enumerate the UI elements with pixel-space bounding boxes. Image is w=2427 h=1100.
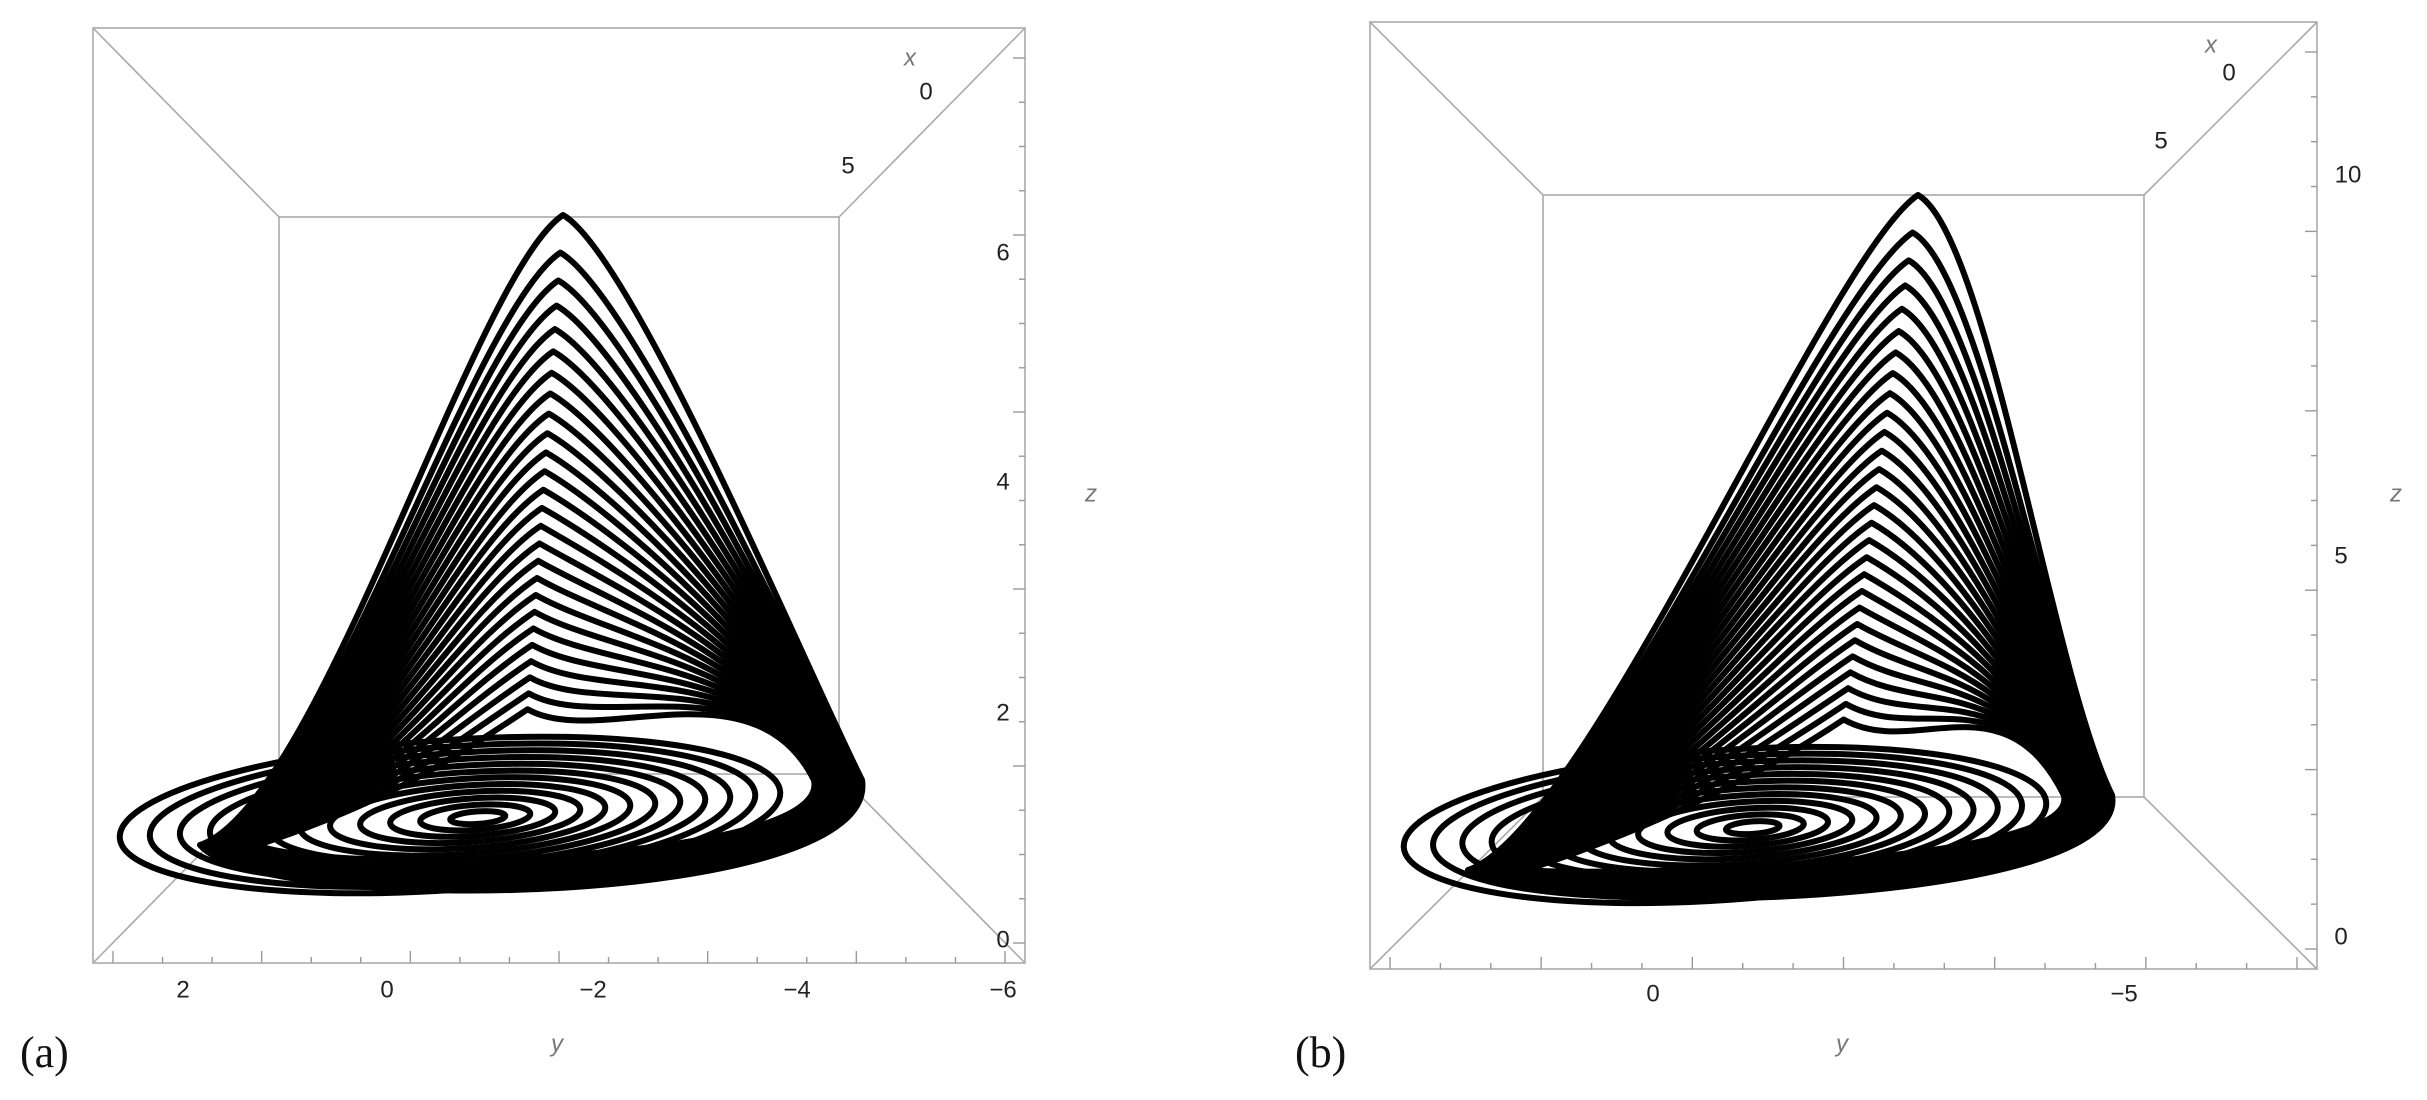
trajectory-loop xyxy=(146,740,759,891)
trajectory-loop xyxy=(206,753,709,878)
y-axis-title: y xyxy=(549,1030,565,1057)
trajectory-loop xyxy=(417,801,534,834)
trajectory-loop xyxy=(447,808,509,828)
trajectory-loop xyxy=(1635,797,1856,856)
trajectory-loop xyxy=(297,774,634,859)
trajectory-loop xyxy=(116,733,784,897)
z-axis-title: z xyxy=(2389,480,2402,507)
x-tick-label: 0 xyxy=(919,78,932,105)
trajectory-loop xyxy=(1576,784,1904,869)
trajectory-loop xyxy=(327,781,609,853)
trajectory-loop xyxy=(1605,791,1880,863)
y-tick-label: −5 xyxy=(2110,980,2137,1007)
trajectory-loop xyxy=(1693,811,1807,844)
y-tick-label: −6 xyxy=(989,976,1016,1003)
x-axis-title: x xyxy=(903,44,917,71)
z-tick-label: 10 xyxy=(2335,161,2362,188)
y-tick-label: −4 xyxy=(783,976,810,1003)
trajectory-loop xyxy=(1517,770,1953,882)
y-tick-label: 2 xyxy=(176,976,189,1003)
z-tick-label: 0 xyxy=(2334,923,2347,950)
z-axis-title: z xyxy=(1084,480,1097,507)
trajectory-loop xyxy=(357,787,584,847)
trajectory-loop xyxy=(1722,818,1783,838)
box-edge xyxy=(838,27,1026,218)
x-tick-label: 5 xyxy=(2154,127,2167,154)
box-edge xyxy=(92,27,280,218)
trajectory-loop xyxy=(266,767,659,865)
panel-label: (a) xyxy=(20,1028,69,1077)
trajectory-loop xyxy=(1664,804,1832,850)
box-edge xyxy=(838,773,1026,964)
box-edge xyxy=(2143,21,2318,196)
z-tick-label: 6 xyxy=(996,239,1009,266)
y-axis-title: y xyxy=(1834,1030,1850,1057)
box-edge xyxy=(2143,796,2318,970)
trajectory-loop xyxy=(1488,764,1977,888)
trajectory-loop xyxy=(387,794,559,840)
z-tick-label: 4 xyxy=(996,468,1009,495)
x-axis-title: x xyxy=(2204,31,2218,58)
trajectory-loop xyxy=(1459,757,2001,894)
trajectory-loop xyxy=(1400,743,2050,907)
y-tick-label: −2 xyxy=(579,976,606,1003)
panel-label: (b) xyxy=(1295,1028,1346,1077)
trajectory-loop xyxy=(236,760,684,872)
trajectory-loop xyxy=(1547,777,1929,875)
y-tick-label: 0 xyxy=(1646,980,1659,1007)
z-tick-label: 2 xyxy=(996,699,1009,726)
x-tick-label: 5 xyxy=(841,152,854,179)
trajectory-loop xyxy=(176,747,734,884)
trajectory-loop xyxy=(1430,750,2026,900)
x-tick-label: 0 xyxy=(2222,59,2235,86)
y-tick-label: 0 xyxy=(380,976,393,1003)
z-tick-label: 5 xyxy=(2334,542,2347,569)
box-edge xyxy=(1369,21,1544,196)
z-tick-label: 0 xyxy=(996,926,1009,953)
